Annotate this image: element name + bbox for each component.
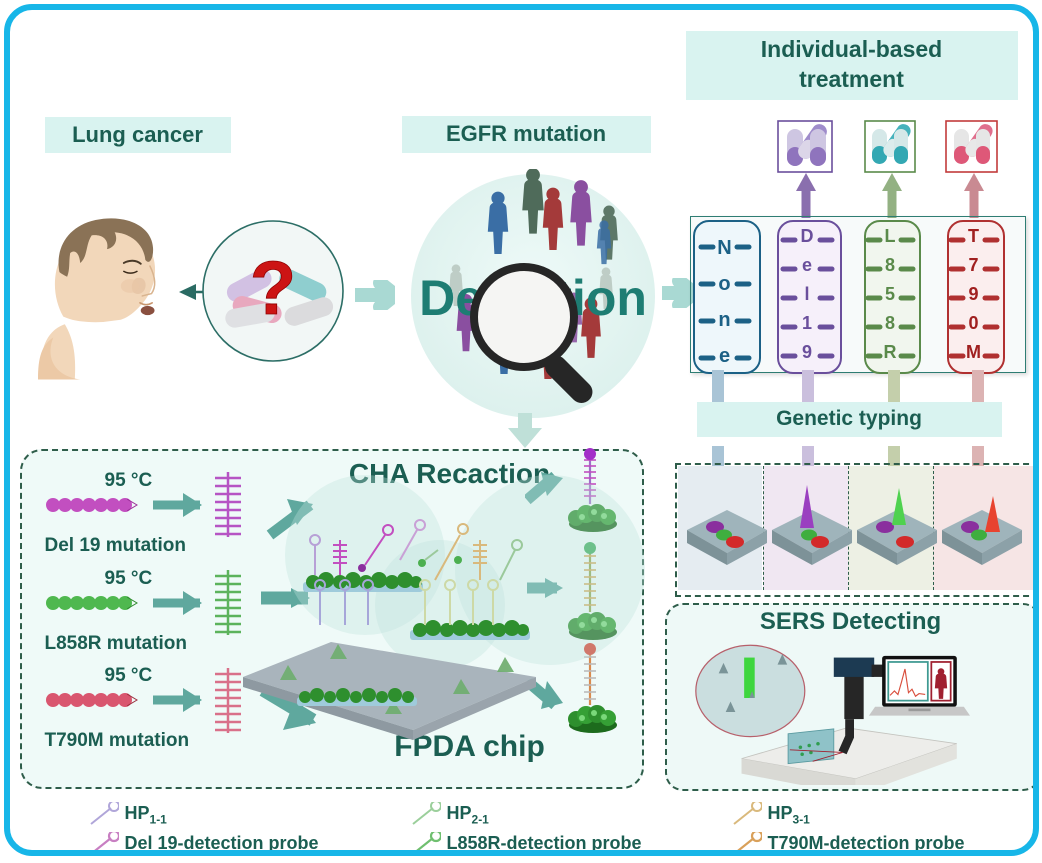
- svg-text:?: ?: [249, 246, 295, 331]
